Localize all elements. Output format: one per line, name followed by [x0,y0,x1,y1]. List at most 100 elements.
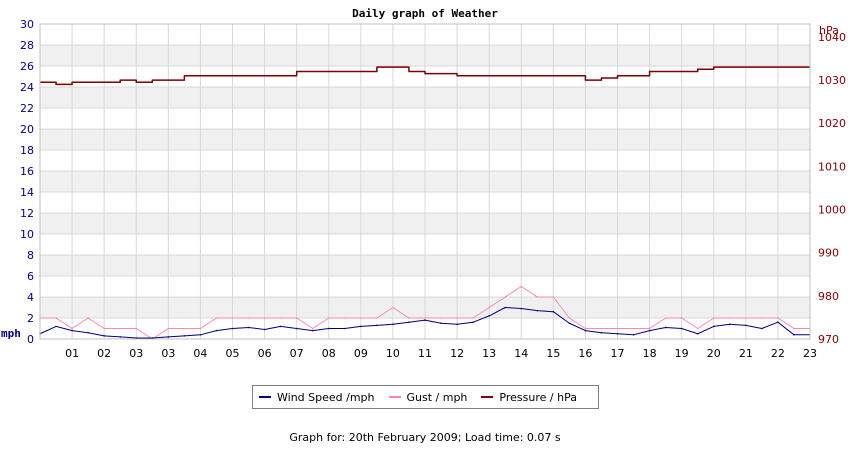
series-gust-point [696,327,699,330]
series-wind-speed-point [777,321,779,324]
series-gust-point [231,317,234,319]
series-gust-point [552,296,555,298]
left-tick-label: 26 [20,60,34,73]
x-tick-label: 08 [322,347,336,360]
series-wind-speed-point [793,334,795,336]
series-wind-speed-point [247,326,250,329]
x-tick-label: 13 [482,347,496,360]
series-wind-speed-point [728,323,731,326]
right-tick-label: 1020 [818,117,846,130]
series-wind-speed-point [279,325,282,328]
right-tick-label: 970 [818,333,839,346]
series-gust-point [793,327,795,330]
series-wind-speed-point [376,324,378,327]
series-gust-point [664,317,667,319]
series-wind-speed-point [103,335,105,337]
series-wind-speed-point [231,327,234,330]
series-wind-speed-point [295,327,298,330]
legend-item-pressure: Pressure / hPa [481,391,577,404]
series-wind-speed-point [632,334,635,336]
series-wind-speed-point [215,329,218,332]
legend-swatch-pressure [481,396,494,398]
left-tick-label: 2 [27,312,34,325]
series-wind-speed-point [520,307,523,310]
series-gust-point [745,317,747,319]
x-tick-label: 14 [514,347,528,360]
series-wind-speed-point [360,325,362,328]
right-tick-label: 1000 [818,204,846,217]
x-tick-label: 07 [290,347,304,360]
right-tick-label: 1040 [818,31,846,44]
legend-label-pressure: Pressure / hPa [499,390,577,404]
left-tick-label: 24 [20,81,34,94]
legend-label-wind-speed: Wind Speed /mph [277,390,375,404]
series-gust-point [71,327,73,330]
series-gust-point [103,327,105,330]
series-gust-point [87,317,89,319]
series-gust-point [456,317,458,319]
series-gust-point [632,327,635,330]
series-wind-speed-point [440,322,442,325]
series-gust-point [327,317,330,319]
series-gust-point [247,317,250,319]
axes-layer: 01 02 03 03 04 05 06 07 08 09 10 11 12 13 14 15 16 17 18 19… [20,18,846,360]
series-wind-speed-point [664,326,667,329]
series-wind-speed-point [600,331,603,334]
right-tick-label: 1030 [818,74,846,87]
series-wind-speed-point [199,334,202,336]
series-gust-point [199,327,202,330]
series-wind-speed-point [424,319,426,321]
series-gust-point [616,327,619,330]
series-wind-speed-point [472,321,474,324]
series-gust-point [488,306,490,309]
right-axis-unit: hPa [819,24,839,37]
x-tick-label: 16 [578,347,592,360]
x-tick-label: 21 [739,347,753,360]
left-tick-label: 30 [20,18,34,31]
x-tick-label: 10 [386,347,400,360]
series-wind-speed-point [183,335,186,337]
chart-title: Daily graph of Weather [352,7,498,20]
series-wind-speed-point [616,332,619,335]
series-gust-point [728,317,731,319]
right-tick-label: 990 [818,247,839,260]
series-gust-point [472,317,474,319]
series-gust-point [520,285,523,288]
left-tick-label: 20 [20,123,34,136]
left-tick-label: 4 [27,291,34,304]
left-tick-label: 0 [27,333,34,346]
x-tick-label: 12 [450,347,464,360]
series-wind-speed-point [71,329,73,332]
x-tick-label: 06 [258,347,272,360]
series-wind-speed-point [408,321,410,324]
page-footer: Graph for: 20th February 2009; Load time… [289,431,561,444]
left-tick-label: 6 [27,270,34,283]
series-wind-speed-point [327,327,330,330]
series-gust-point [183,327,186,330]
plot-border [39,23,811,340]
legend-label-gust: Gust / mph [406,390,468,404]
series-gust-point [680,317,683,319]
series-wind-speed-point [167,336,170,338]
x-tick-label: 04 [193,347,207,360]
series-gust-point [376,317,378,319]
series-wind-speed-point [55,325,57,328]
series-wind-speed-point [712,325,715,328]
series-gust-point [424,317,426,319]
series-gust-point [119,327,122,330]
series-wind-speed-point [761,327,763,330]
series-wind-speed-point [343,327,346,330]
left-tick-label: 16 [20,165,34,178]
series-wind-speed-point [311,329,314,332]
legend-item-gust: Gust / mph [388,390,468,404]
series-gust-point [392,306,394,309]
left-tick-label: 10 [20,228,34,241]
series-gust-point [295,317,298,319]
weather-chart: 01 02 03 03 04 05 06 07 08 09 10 11 12 13 14 15 16 17 18 19… [1,7,846,360]
series-wind-speed-point [119,336,122,338]
series-wind-speed-point [135,337,138,339]
series-wind-speed-point [488,315,490,317]
left-tick-label: 8 [27,249,34,262]
series-gust-point [408,317,410,319]
series-wind-speed-point [680,327,683,330]
